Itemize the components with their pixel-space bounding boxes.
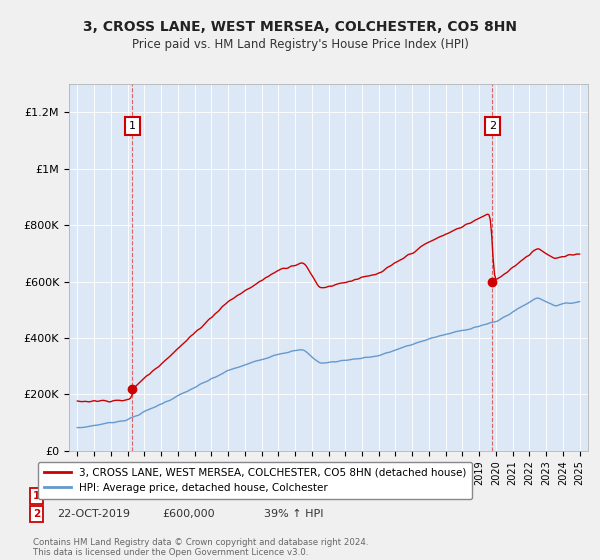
Text: 39% ↑ HPI: 39% ↑ HPI: [264, 509, 323, 519]
Text: 105% ↑ HPI: 105% ↑ HPI: [264, 491, 331, 501]
Legend: 3, CROSS LANE, WEST MERSEA, COLCHESTER, CO5 8HN (detached house), HPI: Average p: 3, CROSS LANE, WEST MERSEA, COLCHESTER, …: [38, 461, 472, 500]
Text: 2: 2: [489, 122, 496, 132]
Text: 22-OCT-2019: 22-OCT-2019: [57, 509, 130, 519]
Text: 3, CROSS LANE, WEST MERSEA, COLCHESTER, CO5 8HN: 3, CROSS LANE, WEST MERSEA, COLCHESTER, …: [83, 20, 517, 34]
Text: 1: 1: [33, 491, 40, 501]
Text: £220,000: £220,000: [162, 491, 215, 501]
Text: 1: 1: [129, 122, 136, 132]
Text: Price paid vs. HM Land Registry's House Price Index (HPI): Price paid vs. HM Land Registry's House …: [131, 38, 469, 51]
Text: Contains HM Land Registry data © Crown copyright and database right 2024.
This d: Contains HM Land Registry data © Crown c…: [33, 538, 368, 557]
Text: 15-APR-1998: 15-APR-1998: [57, 491, 129, 501]
Text: 2: 2: [33, 509, 40, 519]
Text: £600,000: £600,000: [162, 509, 215, 519]
